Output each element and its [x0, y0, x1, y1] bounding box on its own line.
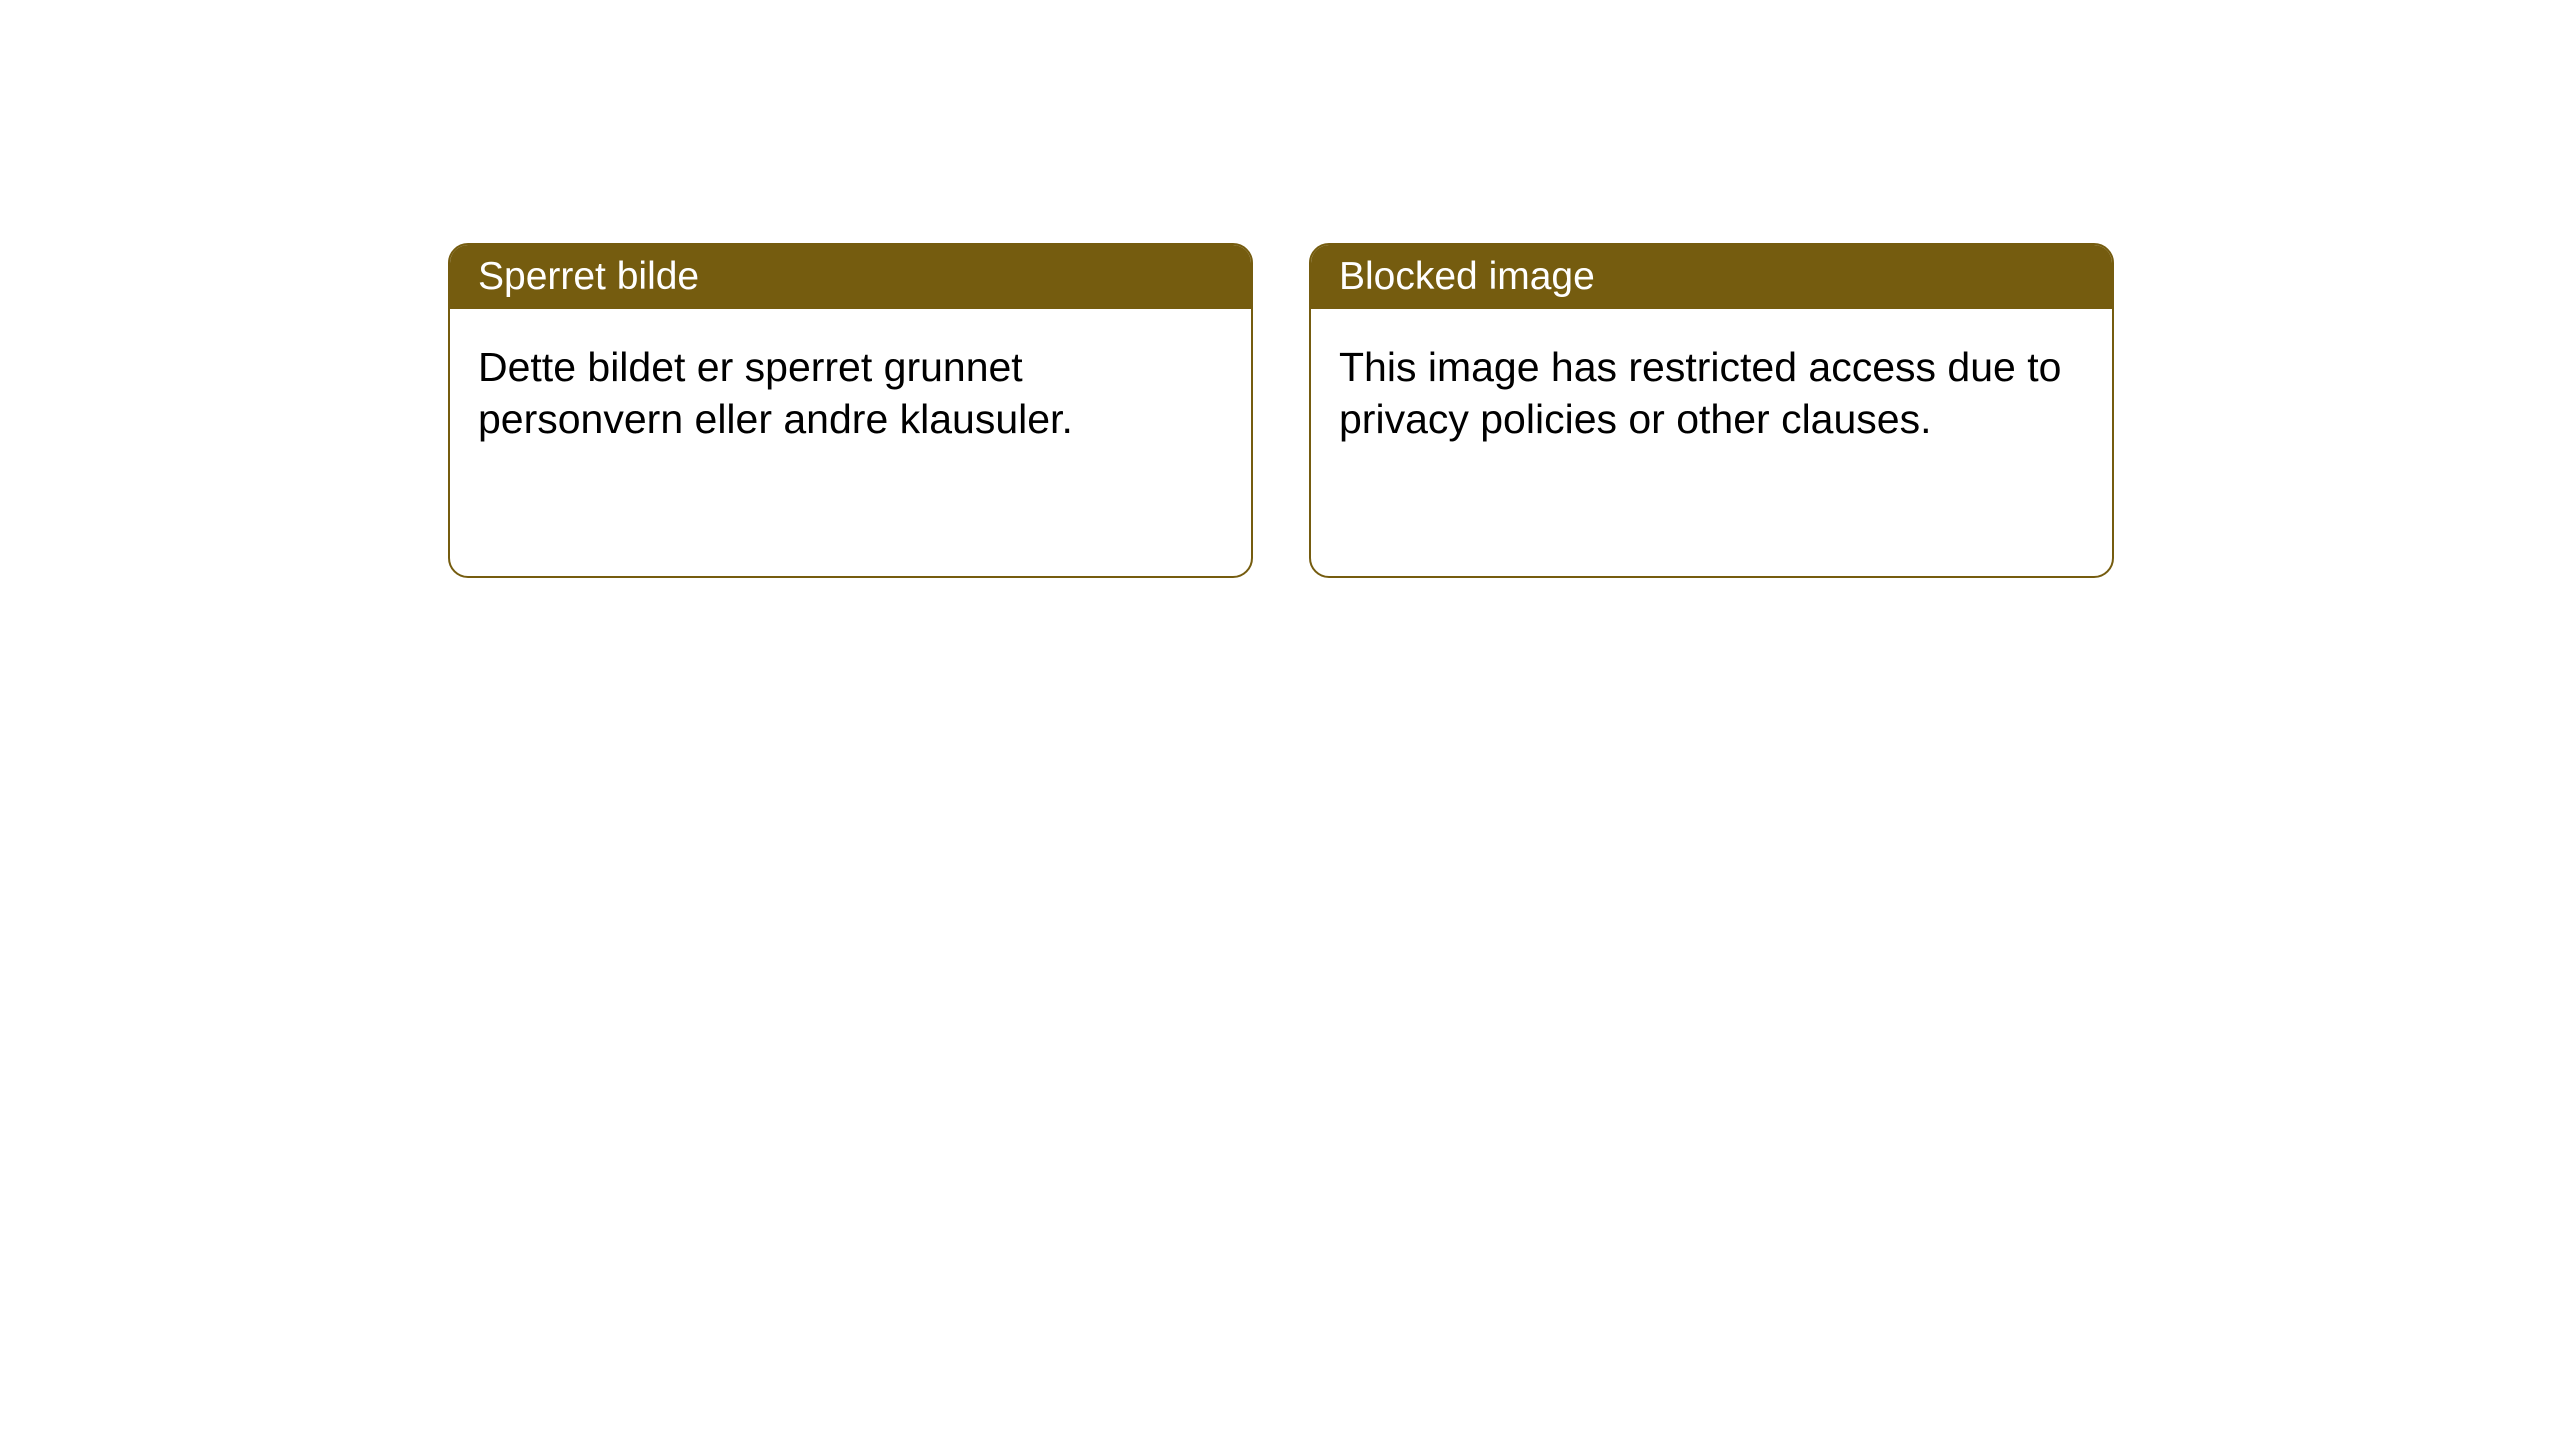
- card-text-english: This image has restricted access due to …: [1339, 344, 2061, 442]
- card-header-norwegian: Sperret bilde: [450, 245, 1251, 309]
- card-body-english: This image has restricted access due to …: [1311, 309, 2112, 478]
- card-title-english: Blocked image: [1339, 255, 1595, 298]
- card-header-english: Blocked image: [1311, 245, 2112, 309]
- notice-card-english: Blocked image This image has restricted …: [1309, 243, 2114, 578]
- card-title-norwegian: Sperret bilde: [478, 255, 699, 298]
- card-text-norwegian: Dette bildet er sperret grunnet personve…: [478, 344, 1073, 442]
- card-body-norwegian: Dette bildet er sperret grunnet personve…: [450, 309, 1251, 478]
- notice-card-norwegian: Sperret bilde Dette bildet er sperret gr…: [448, 243, 1253, 578]
- notice-cards-container: Sperret bilde Dette bildet er sperret gr…: [448, 243, 2114, 578]
